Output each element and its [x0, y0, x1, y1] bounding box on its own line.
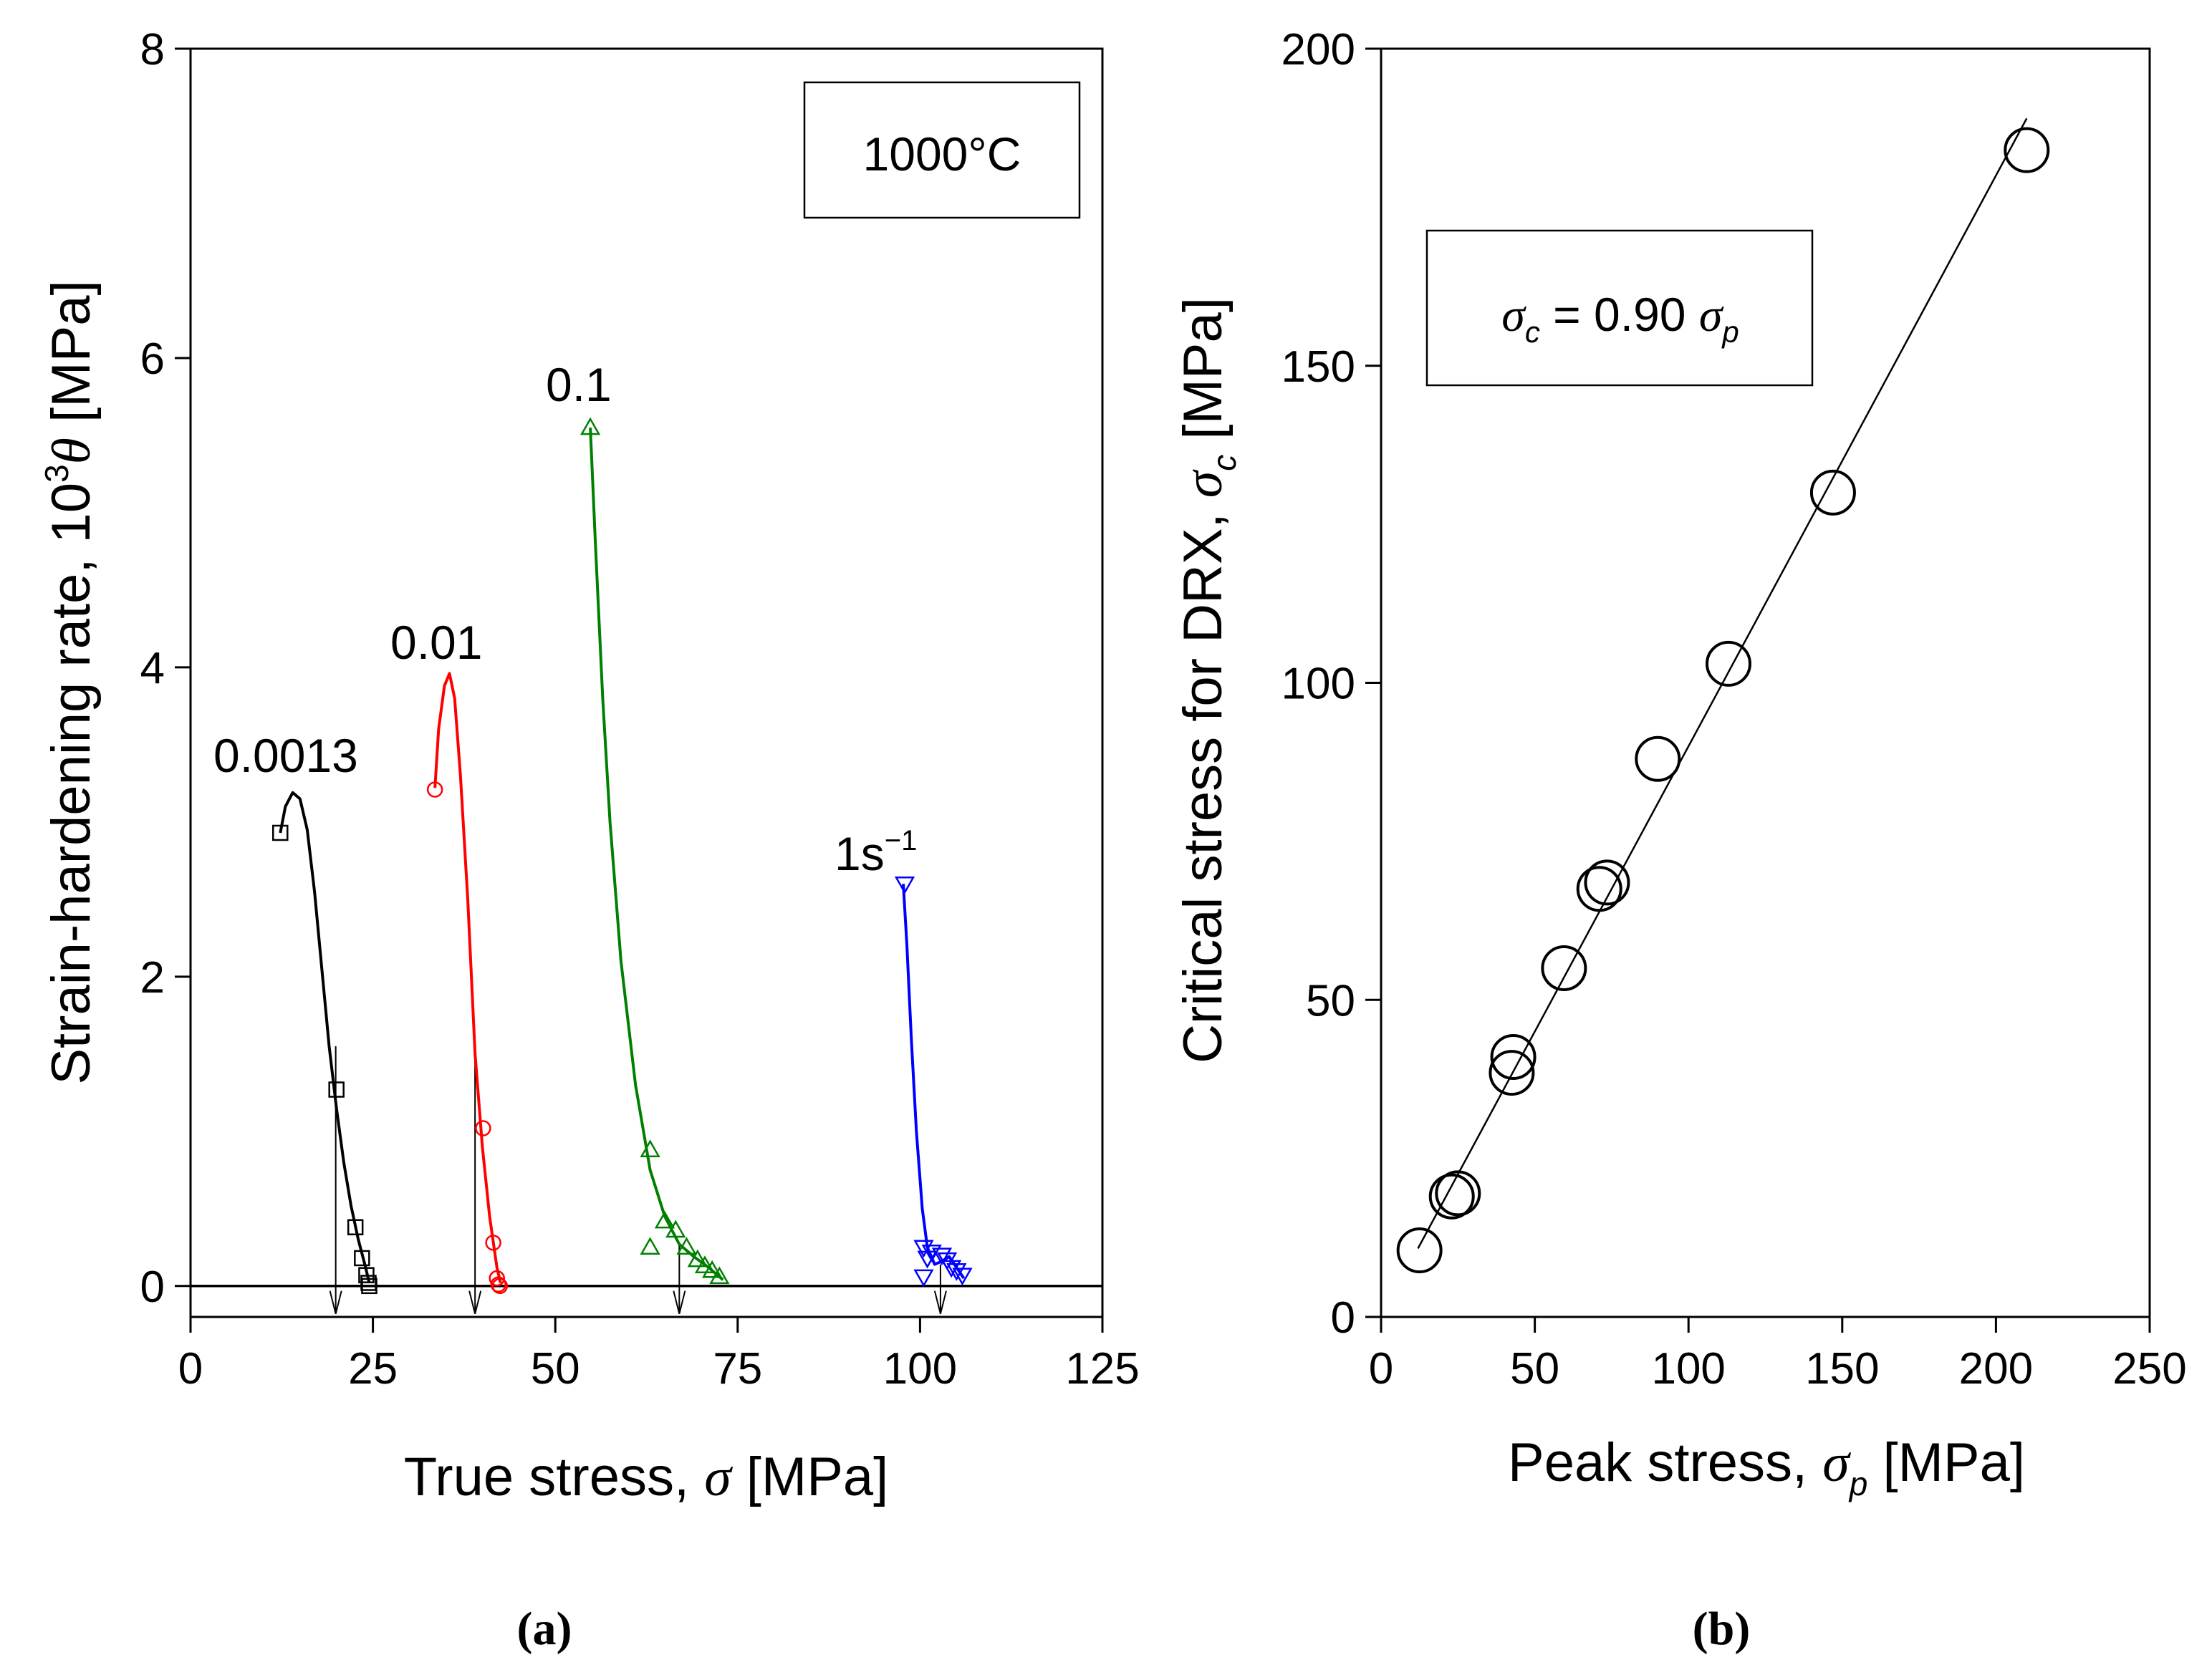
- series-curve-0: [279, 791, 371, 1283]
- b-x-tick-label-200: 200: [1959, 1344, 2033, 1394]
- series-3-marker-0: [894, 877, 915, 894]
- critical-arrow-head-1: [468, 1290, 482, 1314]
- data-point-5: [1541, 945, 1587, 991]
- series-label-01: 0.1: [546, 358, 612, 411]
- x-tick-label-25: 25: [348, 1344, 398, 1394]
- panel-b-caption: (b): [1693, 1603, 1751, 1655]
- series-3-marker-4: [931, 1247, 953, 1266]
- series-curve-2: [589, 428, 724, 1281]
- data-point-11: [2004, 127, 2050, 173]
- temperature-box: [803, 81, 1081, 219]
- y-tick-label-2: 2: [140, 953, 165, 1003]
- data-point-9: [1705, 640, 1751, 687]
- series-2-marker-1: [640, 1139, 660, 1157]
- series-3-marker-8: [952, 1268, 973, 1286]
- series-label-0013: 0.0013: [213, 729, 358, 782]
- panel-a-critical-arrows: [329, 1046, 947, 1314]
- x-tick-label-75: 75: [713, 1344, 762, 1394]
- x-tick-label-100: 100: [883, 1344, 957, 1394]
- series-3-marker-7: [946, 1263, 967, 1281]
- b-x-tick-label-250: 250: [2112, 1344, 2186, 1394]
- critical-arrow-head-2: [673, 1290, 686, 1314]
- series-curve-3: [902, 884, 966, 1280]
- panel-b-points: [1396, 127, 2050, 1274]
- panel-a-caption: (a): [517, 1603, 572, 1655]
- y-tick-label-4: 4: [140, 644, 165, 693]
- b-y-tick-label-50: 50: [1306, 976, 1355, 1025]
- series-2-marker-5: [676, 1237, 697, 1255]
- series-2-marker-6: [687, 1249, 708, 1268]
- series-3-marker-9: [913, 1269, 934, 1288]
- panel-a-markers: [272, 417, 973, 1295]
- series-0-marker-3: [354, 1250, 370, 1267]
- equation-label: σc = 0.90 σp: [1501, 288, 1739, 349]
- data-point-7: [1584, 859, 1630, 906]
- panel-b-y-axis-title: Critical stress for DRX, σc [MPa]: [1173, 297, 1243, 1063]
- series-3-marker-1: [913, 1240, 934, 1258]
- series-curve-1: [433, 672, 502, 1283]
- panel-b-chart: 0 50 100 150 200 250 0 50 100 150 200 σc = 0.90 σp…: [1173, 25, 2187, 1655]
- panel-a-y-axis-title: Strain-hardening rate, 103θ [MPa]: [38, 280, 102, 1084]
- series-2-marker-7: [694, 1255, 716, 1273]
- x-tick-label-125: 125: [1065, 1344, 1139, 1394]
- y-tick-label-0: 0: [140, 1263, 165, 1312]
- series-1-marker-4: [490, 1276, 507, 1293]
- data-point-10: [1809, 469, 1856, 516]
- series-1-marker-3: [489, 1270, 505, 1287]
- series-label-1s: 1s−1: [835, 825, 917, 880]
- b-x-tick-label-150: 150: [1805, 1344, 1879, 1394]
- x-tick-label-0: 0: [178, 1344, 203, 1394]
- panel-a-ticks: 0 25 50 75 100 125 0 2 4 6 8: [140, 25, 1140, 1394]
- series-label-001: 0.01: [390, 616, 482, 669]
- series-2-marker-3: [654, 1210, 675, 1229]
- series-1-marker-0: [426, 781, 443, 798]
- b-x-tick-label-100: 100: [1651, 1344, 1725, 1394]
- series-2-marker-0: [580, 417, 601, 435]
- series-1-marker-2: [485, 1235, 501, 1251]
- panel-a-x-axis-title: True stress, σ [MPa]: [404, 1447, 889, 1507]
- x-tick-label-50: 50: [531, 1344, 580, 1394]
- temperature-label: 1000°C: [863, 127, 1021, 180]
- y-tick-label-8: 8: [140, 25, 165, 74]
- y-tick-label-6: 6: [140, 334, 165, 384]
- data-point-0: [1396, 1227, 1443, 1274]
- equation-box: [1425, 229, 1814, 387]
- series-1-marker-1: [475, 1120, 491, 1136]
- data-point-2: [1435, 1170, 1481, 1217]
- series-2-marker-4: [665, 1220, 686, 1238]
- b-y-tick-label-0: 0: [1331, 1293, 1355, 1343]
- series-2-marker-9: [709, 1266, 730, 1285]
- panel-a-plot-frame: [189, 47, 1104, 1318]
- series-0-marker-2: [347, 1219, 364, 1235]
- data-point-6: [1576, 866, 1622, 912]
- b-y-tick-label-150: 150: [1281, 342, 1355, 392]
- panel-b-x-axis-title: Peak stress, σp [MPa]: [1508, 1432, 2025, 1502]
- b-x-tick-label-50: 50: [1510, 1344, 1559, 1394]
- data-point-1: [1428, 1173, 1475, 1220]
- b-x-tick-label-0: 0: [1369, 1344, 1393, 1394]
- critical-arrow-head-0: [329, 1290, 342, 1314]
- b-y-tick-label-100: 100: [1281, 660, 1355, 709]
- panel-b-ticks: 0 50 100 150 200 250 0 50 100 150 200: [1281, 25, 2187, 1394]
- critical-arrow-head-3: [933, 1290, 947, 1314]
- data-point-4: [1490, 1033, 1537, 1080]
- data-point-3: [1489, 1050, 1535, 1096]
- b-y-tick-label-200: 200: [1281, 25, 1355, 74]
- series-2-marker-8: [702, 1260, 723, 1278]
- series-0-marker-0: [272, 824, 289, 841]
- data-point-8: [1635, 735, 1681, 782]
- series-0-marker-1: [328, 1081, 345, 1098]
- series-0-marker-6: [361, 1278, 378, 1295]
- series-2-marker-2: [640, 1237, 660, 1255]
- series-1-marker-5: [491, 1278, 509, 1295]
